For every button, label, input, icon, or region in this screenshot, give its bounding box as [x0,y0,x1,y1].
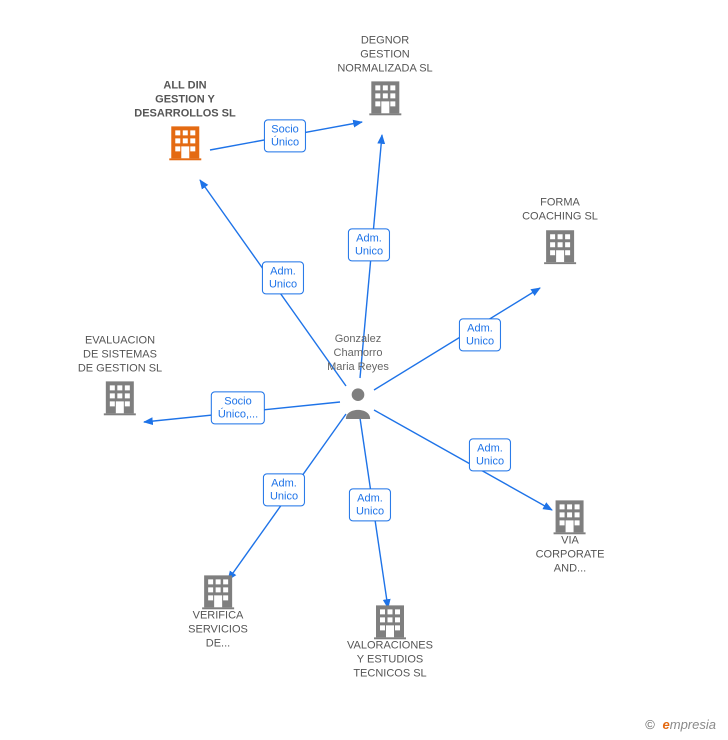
edge-line [374,410,552,510]
edge-label: Socio Único [264,119,306,152]
edge-label: Adm. Unico [349,488,391,521]
company-label: FORMA COACHING SL [522,196,598,224]
company-label: VERIFICA SERVICIOS DE... [188,609,248,650]
building-icon [201,573,235,609]
company-node-forma: FORMA COACHING SL [522,196,598,264]
footer-attribution: © empresia [645,717,716,732]
building-icon [168,125,202,161]
edge-label: Adm. Unico [348,228,390,261]
hub-label: Gonzalez Chamorro Maria Reyes [327,333,389,374]
building-icon [553,498,587,534]
brand-rest: mpresia [670,717,716,732]
company-node-alldin: ALL DIN GESTION Y DESARROLLOS SL [134,79,235,160]
building-icon [103,380,137,416]
company-label: EVALUACION DE SISTEMAS DE GESTION SL [78,334,162,375]
building-icon [543,228,577,264]
company-label: VIA CORPORATE AND... [536,534,605,575]
company-node-degnor: DEGNOR GESTION NORMALIZADA SL [337,34,432,115]
company-node-verifica: VERIFICA SERVICIOS DE... [188,569,248,650]
edge-label: Socio Único,... [211,391,265,424]
edge-label: Adm. Unico [263,473,305,506]
building-icon [368,80,402,116]
company-label: DEGNOR GESTION NORMALIZADA SL [337,34,432,75]
company-node-evalua: EVALUACION DE SISTEMAS DE GESTION SL [78,334,162,415]
person-icon [343,385,373,419]
brand-e: e [663,717,670,732]
hub-person-node [343,381,373,419]
company-node-valora: VALORACIONES Y ESTUDIOS TECNICOS SL [347,599,433,680]
company-node-via: VIA CORPORATE AND... [536,494,605,575]
diagram-canvas: Gonzalez Chamorro Maria Reyes ALL DIN GE… [0,0,728,740]
edge-label: Adm. Unico [459,318,501,351]
company-label: VALORACIONES Y ESTUDIOS TECNICOS SL [347,639,433,680]
company-label: ALL DIN GESTION Y DESARROLLOS SL [134,79,235,120]
edge-label: Adm. Unico [469,438,511,471]
building-icon [373,603,407,639]
edge-line [374,288,540,390]
edge-label: Adm. Unico [262,261,304,294]
copyright-symbol: © [645,717,655,732]
